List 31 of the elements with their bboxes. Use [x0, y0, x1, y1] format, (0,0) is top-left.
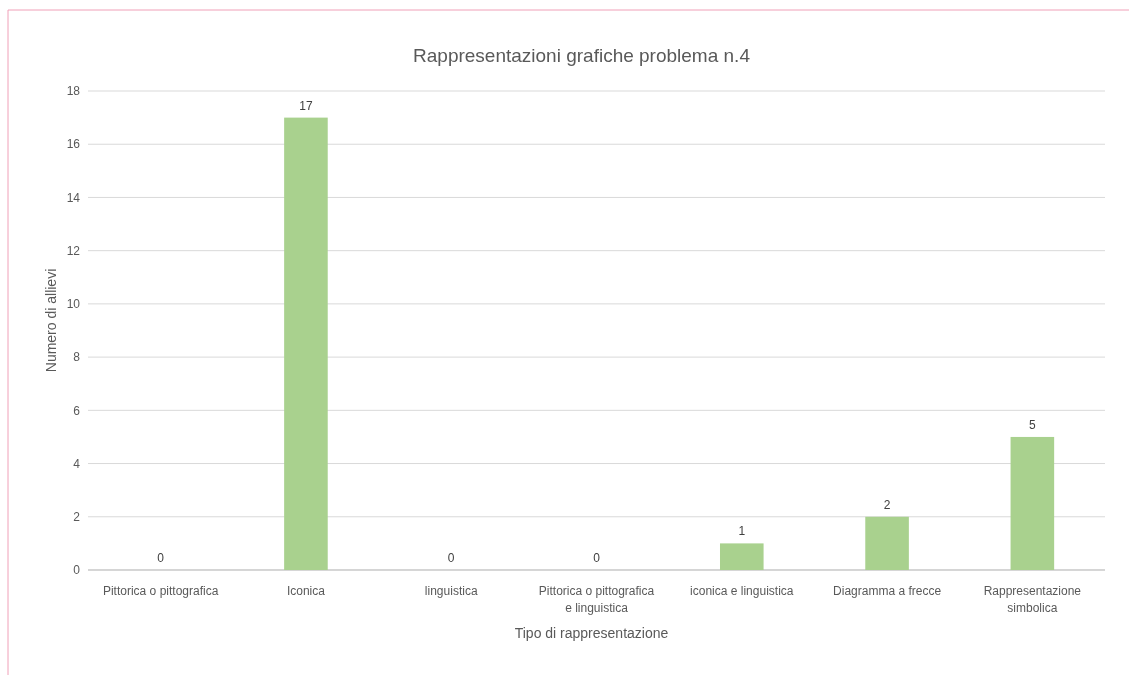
x-tick-label: iconica e linguistica [690, 584, 794, 598]
x-tick-label: Pittorica o pittografica e linguistica [538, 584, 655, 615]
y-tick-label: 16 [66, 137, 81, 152]
chart-title: Rappresentazioni grafiche problema n.4 [413, 45, 751, 66]
data-label: 2 [883, 497, 891, 512]
x-axis-title: Tipo di rappresentazione [514, 625, 669, 641]
x-tick-label: Rappresentazione simbolica [983, 584, 1082, 615]
x-tick-label: linguistica [424, 584, 478, 598]
data-label: 0 [447, 551, 455, 565]
bar [719, 543, 764, 570]
x-tick-label: Iconica [286, 584, 326, 598]
y-axis-title: Numero di allievi [43, 268, 59, 373]
data-label: 17 [299, 98, 313, 113]
y-tick-label: 18 [66, 84, 81, 99]
bar [1010, 436, 1055, 570]
bar [865, 516, 909, 570]
y-tick-label: 14 [66, 190, 81, 205]
y-tick-label: 4 [73, 456, 81, 471]
y-tick-label: 2 [73, 509, 81, 524]
data-label: 1 [738, 524, 746, 539]
y-tick-label: 8 [73, 350, 81, 365]
y-tick-label: 6 [73, 403, 81, 418]
bar [284, 117, 328, 570]
y-tick-label: 10 [66, 297, 81, 312]
data-label: 0 [593, 551, 601, 565]
y-tick-label: 12 [66, 243, 81, 258]
x-tick-label: Pittorica o pittografica [102, 584, 219, 598]
x-tick-label: Diagramma a frecce [833, 584, 942, 598]
data-label: 0 [157, 551, 165, 565]
y-tick-label: 0 [73, 563, 81, 578]
data-label: 5 [1029, 417, 1037, 432]
